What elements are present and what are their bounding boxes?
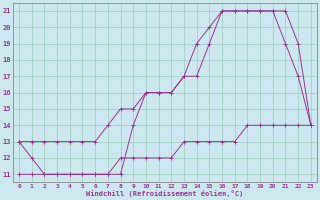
X-axis label: Windchill (Refroidissement éolien,°C): Windchill (Refroidissement éolien,°C) bbox=[86, 190, 244, 197]
